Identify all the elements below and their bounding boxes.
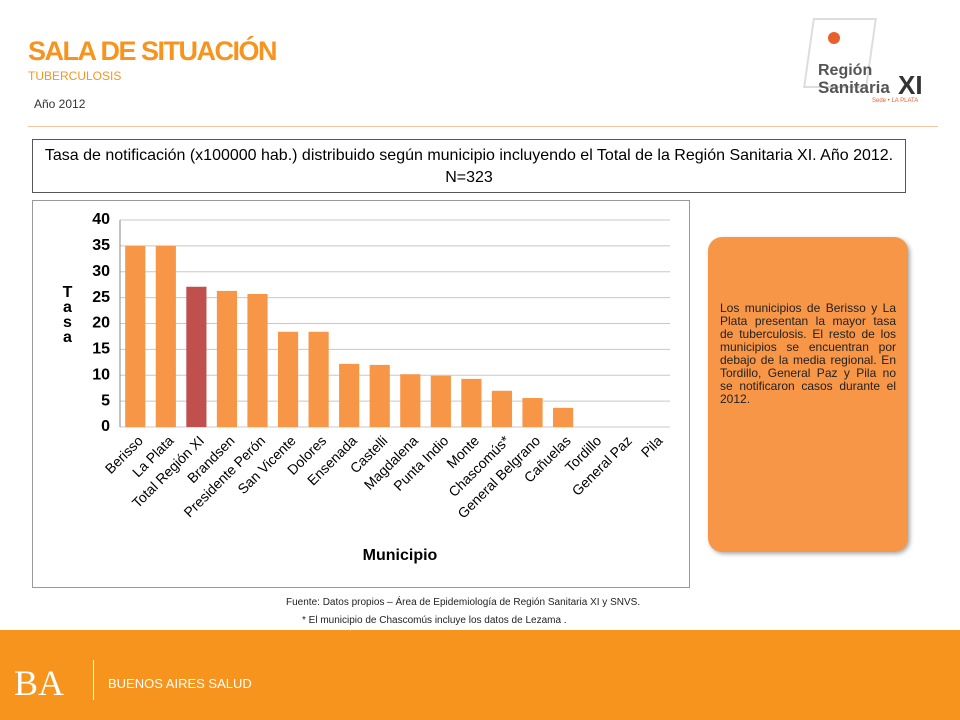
bar — [339, 363, 360, 427]
footer-band — [0, 630, 960, 720]
logo-dot — [828, 32, 840, 44]
bar — [308, 331, 329, 427]
footnote: * El municipio de Chascomús incluye los … — [302, 615, 567, 626]
bar — [400, 374, 421, 427]
y-tick-label: 40 — [92, 211, 110, 228]
bar — [186, 286, 207, 427]
y-tick-label: 15 — [92, 341, 110, 358]
y-tick-label: 10 — [92, 366, 110, 383]
bar — [522, 398, 543, 427]
y-tick-label: 0 — [101, 418, 110, 435]
footer-name: BUENOS AIRES SALUD — [108, 676, 252, 691]
bar — [277, 331, 299, 427]
header-title: SALA DE SITUACIÓN — [28, 36, 278, 66]
y-tick-label: 25 — [92, 289, 110, 306]
header-subtitle: TUBERCULOSIS — [28, 69, 122, 83]
logo-line2: Sanitaria — [818, 78, 890, 97]
y-tick-label: 35 — [92, 237, 110, 254]
x-axis-label: Municipio — [363, 547, 438, 564]
footer-brand: BA — [14, 663, 65, 703]
bar — [216, 290, 238, 427]
source: Fuente: Datos propios – Área de Epidemio… — [286, 597, 641, 608]
y-tick-label: 30 — [92, 263, 110, 280]
bar — [155, 245, 176, 427]
bar — [125, 245, 146, 427]
y-tick-label: 20 — [92, 315, 110, 332]
logo-seat: Sede • LA PLATA — [872, 98, 919, 104]
bar — [461, 378, 482, 427]
header-year: Año 2012 — [34, 97, 86, 111]
header-rule — [28, 126, 938, 127]
bar — [552, 407, 574, 427]
footer-divider — [93, 660, 94, 700]
bar — [430, 375, 451, 427]
bar — [247, 294, 268, 427]
logo-line1: Región — [818, 62, 873, 79]
y-tick-label: 5 — [101, 392, 110, 409]
note-box — [708, 237, 908, 552]
y-axis-label: Tasa — [59, 284, 76, 344]
chart-title: Tasa de notificación (x100000 hab.) dist… — [32, 139, 906, 193]
bar — [369, 364, 390, 427]
bar — [491, 390, 513, 427]
note-text: Los municipios de Berisso y La Plata pre… — [720, 301, 896, 406]
logo-line3: XI — [898, 70, 923, 100]
